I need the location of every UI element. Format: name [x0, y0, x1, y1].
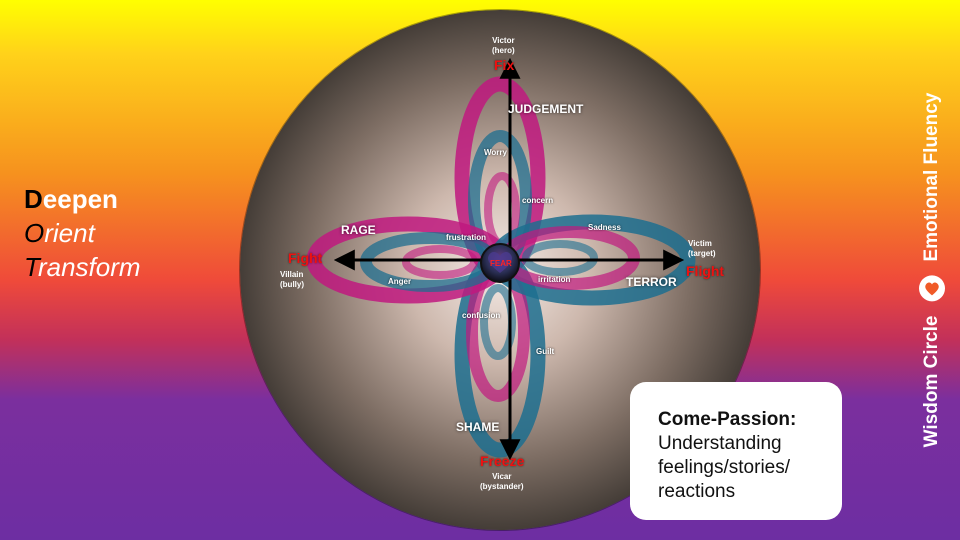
emotion-judgement: JUDGEMENT [508, 102, 584, 116]
action-flight: Flight [686, 263, 725, 279]
role-villain: Villain (bully) [280, 270, 304, 289]
heart-icon [488, 252, 512, 273]
emotion-terror: TERROR [626, 275, 677, 289]
feeling-concern: concern [522, 196, 554, 205]
feeling-worry: Worry [484, 148, 507, 157]
feeling-anger: Anger [388, 277, 412, 286]
petal-graphic [306, 57, 696, 461]
slide-title: Deepen Orient Transform [24, 182, 141, 284]
emotion-diagram: FEAR JUDGEMENT RAGE TERROR SHAME Worry c… [240, 10, 760, 530]
center-label: FEAR [490, 259, 512, 268]
brand-name-emotional-fluency: Emotional Fluency [921, 92, 942, 262]
role-victor: Victor (hero) [492, 36, 515, 55]
emotion-shame: SHAME [456, 420, 500, 434]
feeling-frustration: frustration [446, 233, 486, 242]
card-title: Come-Passion: [658, 409, 797, 430]
card-line-3: reactions [658, 481, 736, 502]
card-line-2: feelings/stories/ [658, 457, 791, 478]
action-fight: Fight [288, 250, 323, 266]
emotion-rage: RAGE [341, 223, 376, 237]
card-line-1: Understanding [658, 433, 782, 454]
title-line-orient: Orient [24, 218, 95, 248]
heart-logo-icon [917, 274, 947, 304]
role-victim: Victim (target) [688, 239, 716, 258]
feeling-confusion: confusion [462, 311, 501, 320]
brand-name-wisdom-circle: Wisdom Circle [921, 315, 942, 448]
brand-vertical: Wisdom Circle Emotional Fluency [917, 92, 947, 448]
title-line-deepen: Deepen [24, 184, 118, 214]
title-line-transform: Transform [24, 252, 141, 282]
role-vicar: Vicar (bystander) [480, 472, 524, 491]
action-fix: Fix [494, 57, 515, 73]
feeling-sadness: Sadness [588, 223, 621, 232]
action-freeze: Freeze [480, 453, 525, 469]
feeling-irritation: irritation [538, 275, 571, 284]
come-passion-card: Come-Passion: Understanding feelings/sto… [630, 382, 842, 520]
feeling-guilt: Guilt [536, 347, 555, 356]
